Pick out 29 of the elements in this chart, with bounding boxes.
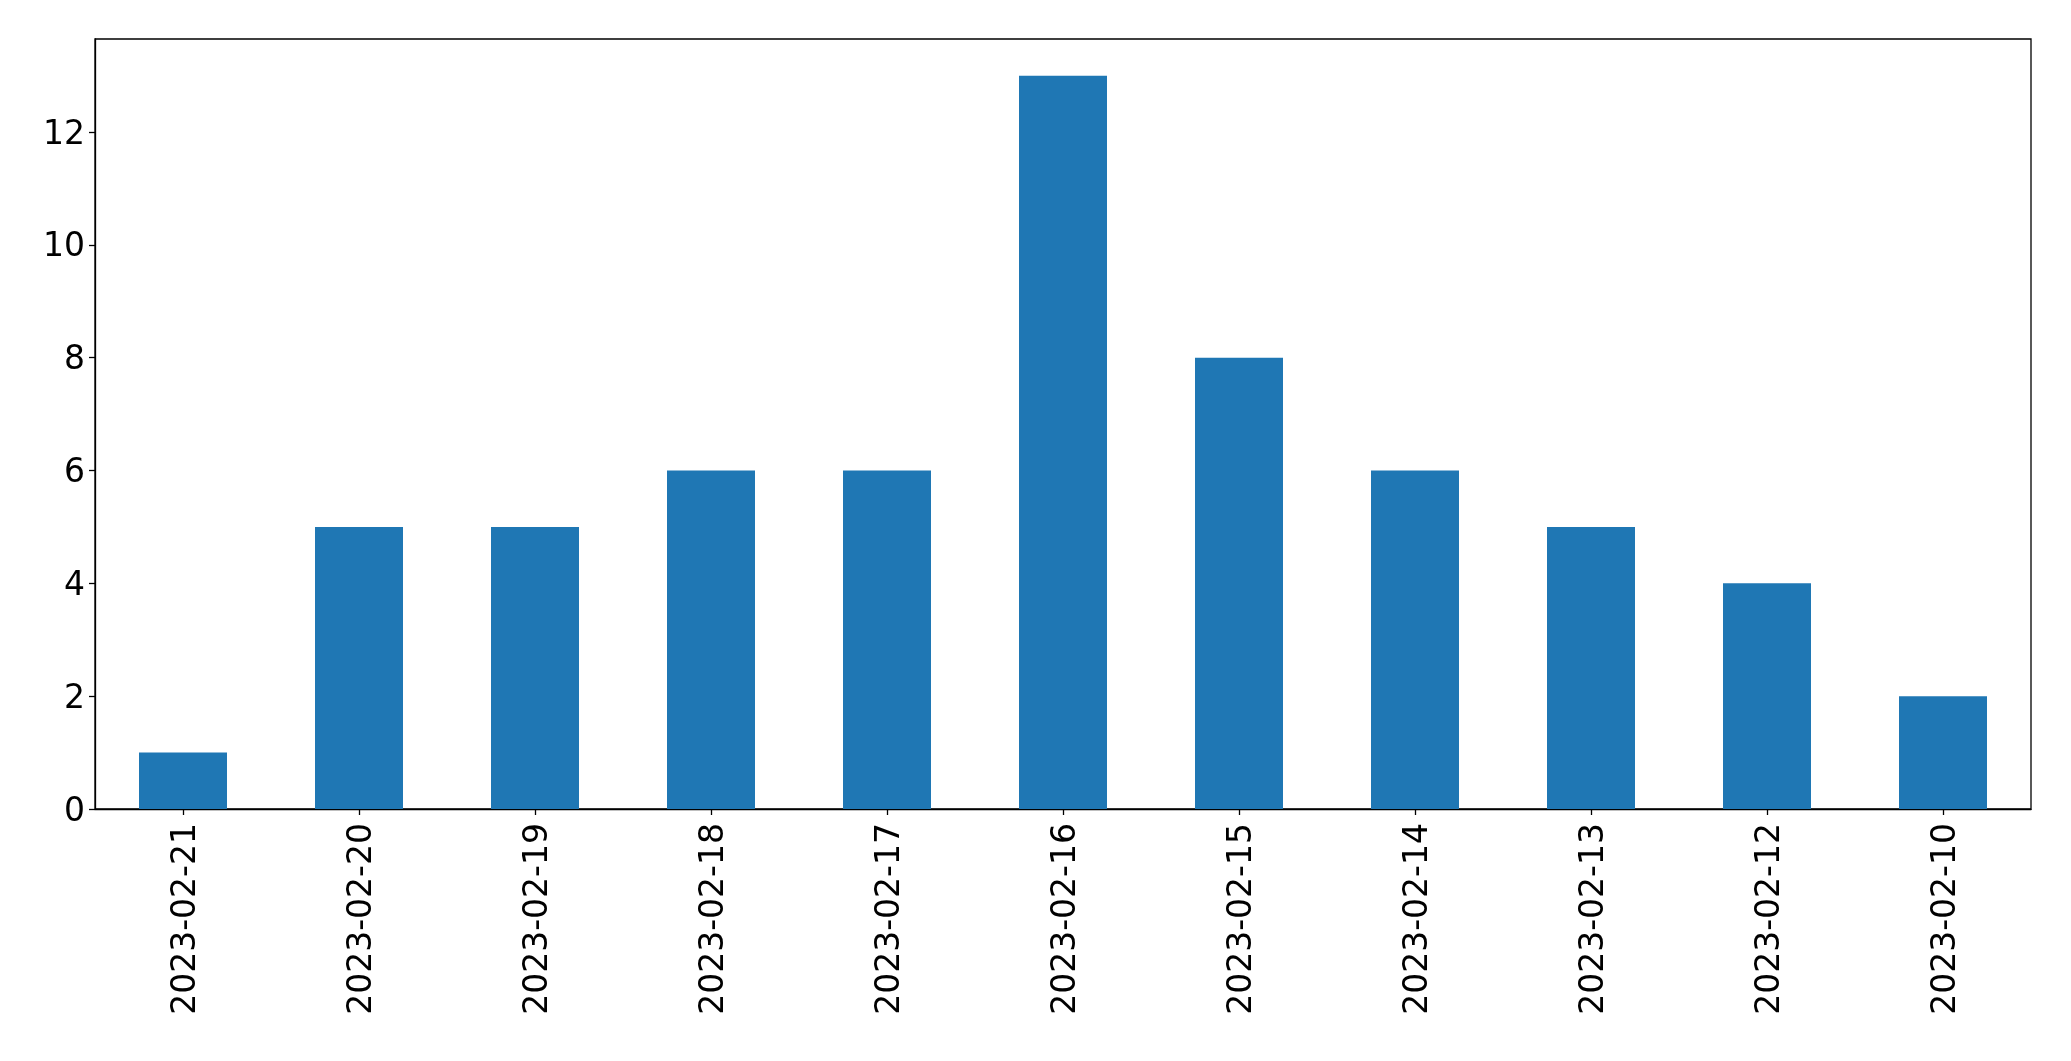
bar [1019,75,1107,809]
y-tick-label: 10 [43,225,85,265]
bar [1899,696,1987,809]
bar [1195,357,1283,809]
x-tick-label: 2023-02-16 [1043,823,1083,1015]
bar [491,526,579,809]
y-tick-label: 0 [64,789,85,829]
x-tick-label: 2023-02-12 [1747,823,1787,1015]
y-tick-label: 8 [64,338,85,378]
x-tick-label: 2023-02-15 [1219,823,1259,1015]
bar [843,470,931,809]
y-tick-label: 2 [64,676,85,716]
x-tick-label: 2023-02-20 [339,823,379,1015]
x-tick-label: 2023-02-14 [1395,823,1435,1015]
x-tick-label: 2023-02-18 [691,823,731,1015]
bar [315,526,403,809]
x-tick-label: 2023-02-17 [867,823,907,1015]
bar [139,752,227,809]
x-tick-label: 2023-02-10 [1923,823,1963,1015]
y-tick-label: 4 [64,563,85,603]
y-tick-label: 6 [64,451,85,491]
x-tick-label: 2023-02-21 [163,823,203,1015]
bar [1547,526,1635,809]
x-tick-label: 2023-02-19 [515,823,555,1015]
bar [667,470,755,809]
bar [1723,583,1811,809]
y-tick-label: 12 [43,112,85,152]
x-tick-label: 2023-02-13 [1571,823,1611,1015]
bar [1371,470,1459,809]
